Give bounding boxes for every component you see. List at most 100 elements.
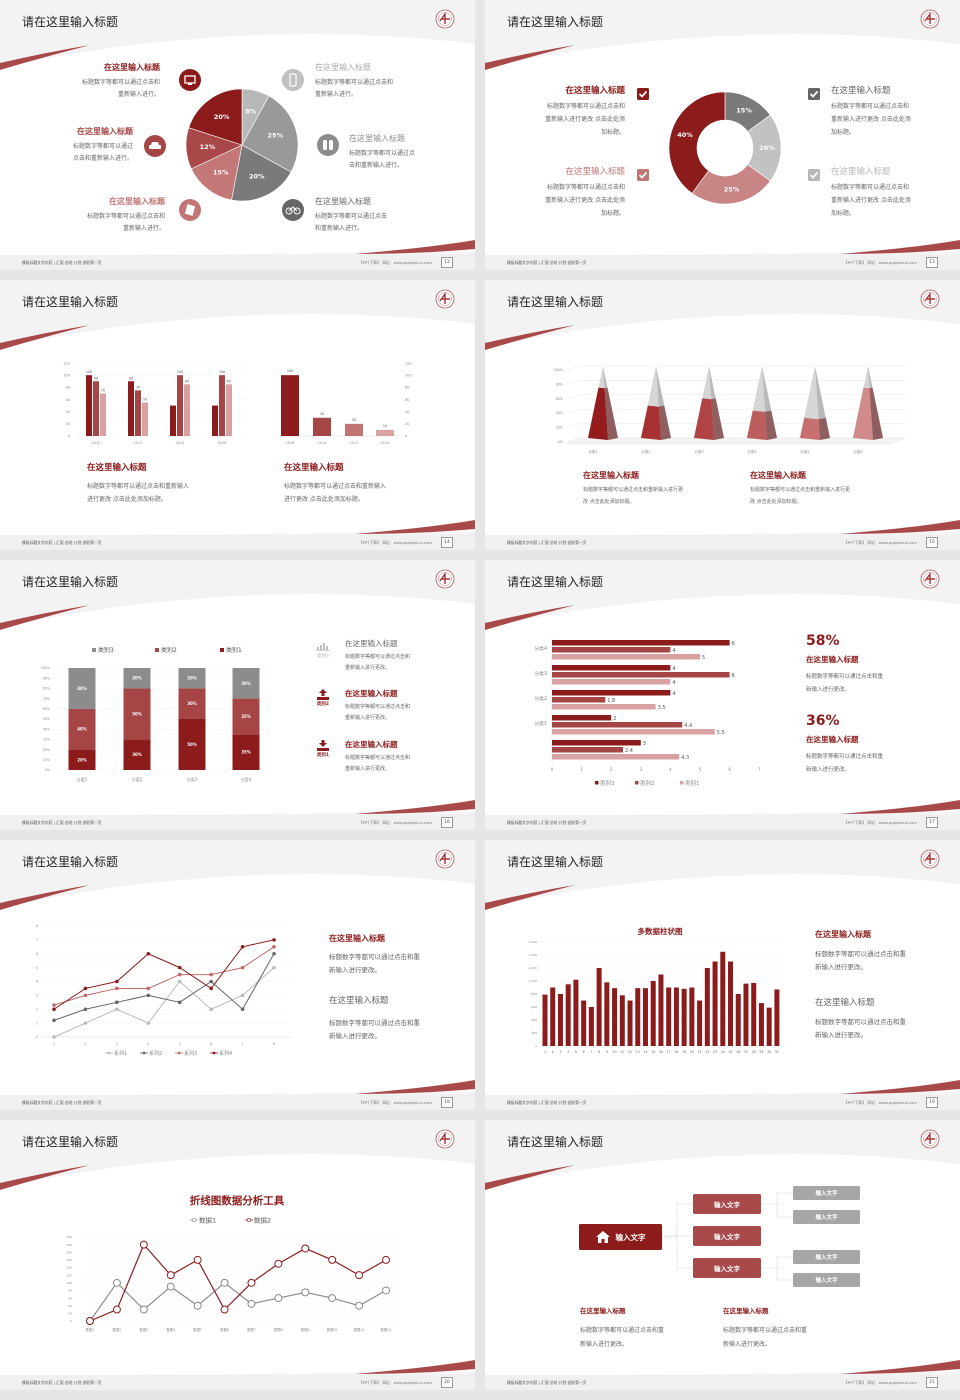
legend-label: 类别1 <box>226 646 242 654</box>
bar <box>345 423 363 436</box>
logo-emblem <box>920 9 940 29</box>
x-tick-label: 25 <box>728 1050 732 1054</box>
body-text-line: 新输入进行更改。 <box>329 966 381 974</box>
body-text-line: 标题数字等都可以通过点击和重 <box>329 953 420 961</box>
item-title: 在这里输入标题 <box>580 1307 626 1315</box>
logo-mark <box>924 1131 935 1144</box>
body-text-line: 标题数字等都可以通过点 <box>349 150 416 157</box>
legend-marker <box>246 1217 252 1223</box>
footer-right-text: 【PPT下载】 网址：www.pptgenius.com <box>843 820 917 825</box>
footer-right-text: 【PPT下载】 网址：www.pptgenius.com <box>843 540 917 545</box>
logo-inner-ring <box>438 1132 452 1146</box>
series-line <box>89 1281 387 1322</box>
branch-node[interactable]: 输入文字 <box>693 1258 761 1278</box>
leaf-node[interactable]: 输入文字 <box>793 1210 860 1224</box>
pyramid-value-right <box>818 417 830 440</box>
x-tick-label: 数据8 <box>274 1327 283 1332</box>
slide-7: 0 1 2 3 4 5 6 7 8 1 2 3 4 5 6 7 8 系列1 系列2 系列3 系列4 请在这里输入标题 模板标… <box>0 840 475 1110</box>
stacked-bar-segment <box>68 749 96 770</box>
bar <box>552 715 612 721</box>
y-tick-label: 40% <box>43 727 50 731</box>
series-line <box>53 939 275 1010</box>
bar <box>666 987 672 1046</box>
data-point <box>139 1240 148 1249</box>
segment-label: 30% <box>187 701 197 706</box>
x-tick-label: 2014 <box>318 441 328 445</box>
y-tick-label: 160 <box>66 1258 72 1262</box>
series-line <box>89 1243 387 1322</box>
y-tick-label: 70% <box>43 697 50 701</box>
footer-right-text: 【PPT下载】 网址：www.pptgenius.com <box>843 1100 917 1105</box>
node-label: 输入文字 <box>714 1233 740 1241</box>
logo-emblem <box>920 849 940 869</box>
bar <box>743 983 749 1046</box>
bar <box>588 1007 594 1046</box>
x-tick-label: 3 <box>640 767 643 772</box>
y-tick-label: 80% <box>43 687 50 691</box>
body-text-line: 标题数字等都可以通过点击和重新输入 <box>284 483 387 490</box>
y-tick-label: 80 <box>68 1289 72 1293</box>
leaf-node[interactable]: 输入文字 <box>793 1186 860 1200</box>
bar <box>689 987 695 1046</box>
branch-node[interactable]: 输入文字 <box>693 1226 761 1246</box>
root-node[interactable]: 输入文字 <box>579 1224 662 1250</box>
bar <box>552 640 730 646</box>
node-label: 输入文字 <box>714 1265 740 1273</box>
bar <box>720 951 726 1046</box>
bar <box>550 987 556 1046</box>
lens-right <box>329 140 333 150</box>
slice-label: 20% <box>759 144 775 152</box>
data-point <box>115 979 119 984</box>
y-tick-label: 40% <box>556 411 563 415</box>
legend-marker <box>177 1051 181 1055</box>
body-text-line: 标题数字等都可以通过点击和 <box>345 704 411 710</box>
logo-mark <box>439 291 450 304</box>
house <box>595 1231 610 1243</box>
y-tick-label: 1,200 <box>528 966 537 970</box>
footer-left-text: 模板标题文字内容 | 汇报·总结·计划·述职第一页 <box>507 1380 587 1385</box>
data-label: 4 <box>672 666 675 672</box>
body-text-line: 点击和重新输入进行。 <box>72 155 133 162</box>
book-icon <box>179 199 201 221</box>
body-text-line: 标题数字等都可以通过点击和 <box>831 103 910 110</box>
slide-6: 6 4 5 分类4 4 6 4 分类3 4 1.8 3.5 分类2 2 4.4 5.5 分类1 3 2.4 4.3 0… <box>485 560 960 830</box>
x-tick-label: 分类4 <box>747 449 757 454</box>
y-tick-label: 4 <box>36 980 38 984</box>
leaf-node[interactable]: 输入文字 <box>793 1273 860 1287</box>
bar <box>376 429 394 436</box>
white-content-area <box>0 314 475 536</box>
logo-inner-ring <box>438 12 452 26</box>
slide-background <box>0 874 475 1110</box>
series-line <box>53 967 275 1038</box>
slide-title: 请在这里输入标题 <box>22 575 119 589</box>
y-tick-label: 400 <box>531 1018 537 1022</box>
y-tick-label: 100% <box>41 666 50 670</box>
page-number: 14 <box>441 537 453 548</box>
bar <box>612 988 618 1046</box>
x-tick-label: 分类3 <box>187 776 198 782</box>
footer-left-text: 模板标题文字内容 | 汇报·总结·计划·述职第一页 <box>22 540 102 545</box>
data-point <box>382 1286 390 1295</box>
car-icon <box>144 135 166 157</box>
body-text-line: 改 点击此处添加标题。 <box>583 499 635 505</box>
item-title: 在这里输入标题 <box>77 127 133 136</box>
bar <box>552 679 671 685</box>
body-text-line: 新输入进行更改。 <box>723 1341 772 1348</box>
stacked-bar-segment <box>232 734 260 770</box>
logo-mark <box>439 851 450 864</box>
segment-label: 35% <box>241 714 251 719</box>
x-tick-label: 1 <box>580 767 583 772</box>
leaf-node[interactable]: 输入文字 <box>793 1250 860 1264</box>
icon-background <box>282 199 304 221</box>
x-tick-label: 分类1 <box>588 449 597 454</box>
y-tick-label: 600 <box>531 1005 537 1009</box>
bottom-right-swoosh <box>840 800 960 814</box>
logo-mark <box>439 11 450 24</box>
branch-node[interactable]: 输入文字 <box>693 1194 761 1214</box>
page-number: 21 <box>926 1377 938 1388</box>
x-tick-label: 9 <box>606 1050 608 1054</box>
bottom-right-swoosh <box>840 520 960 534</box>
x-tick-label: 数据11 <box>354 1327 365 1332</box>
bar <box>86 375 92 436</box>
data-point <box>209 986 213 991</box>
